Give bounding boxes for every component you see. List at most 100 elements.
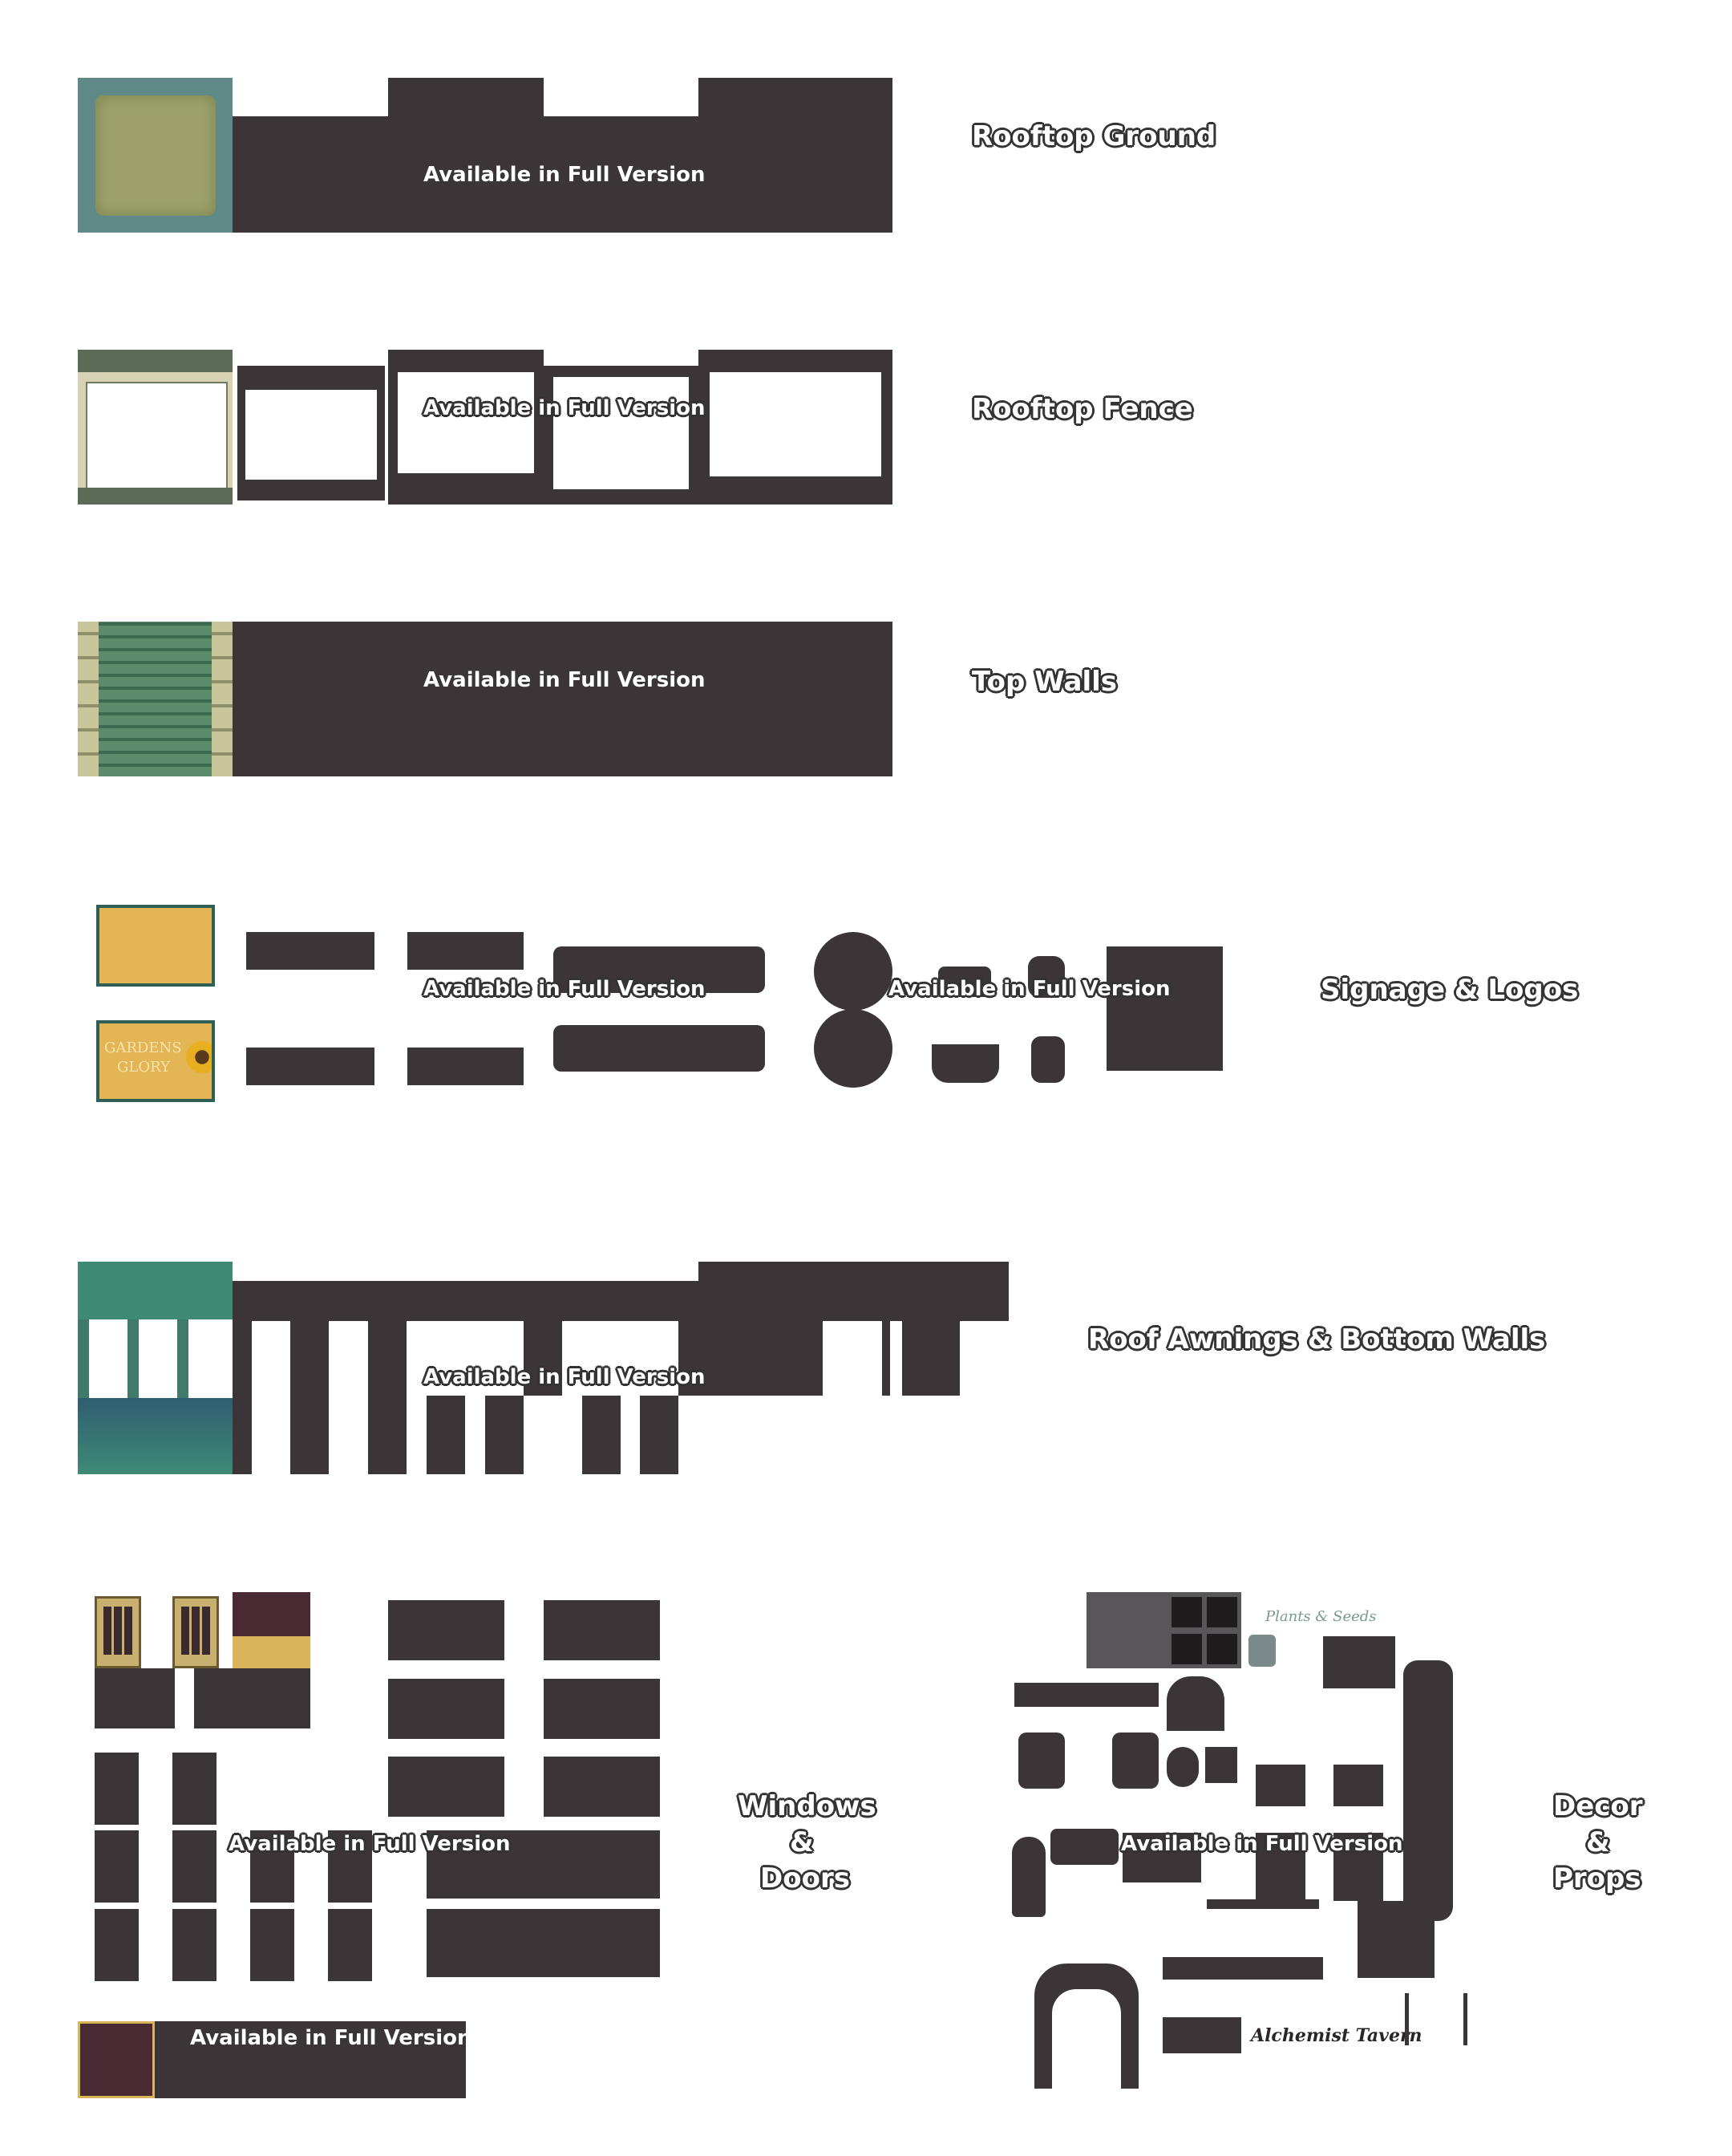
wall-strip-1	[233, 1319, 252, 1474]
wall-strip-5	[485, 1396, 524, 1474]
top-walls-locked	[233, 622, 892, 776]
window-tile-2	[172, 1596, 219, 1668]
window-dark-2	[194, 1668, 310, 1728]
column-2	[172, 1753, 216, 1825]
table-icon	[1123, 1833, 1201, 1882]
hanging-board	[1107, 946, 1223, 1071]
section-label-windows-line2: &	[790, 1826, 814, 1858]
tavern-sign: Alchemist Tavern	[1251, 2025, 1422, 2046]
wall-strip-2	[290, 1319, 329, 1474]
sign-blank	[96, 905, 215, 987]
plants-seeds-sign: Plants & Seeds	[1265, 1608, 1377, 1625]
sign-dark-5	[553, 946, 765, 993]
sign-dark-2	[407, 932, 524, 970]
shelf-bar	[1207, 1899, 1319, 1909]
pole-icon-2	[1463, 1993, 1467, 2045]
watermark-text: Available in Full Version	[1121, 1832, 1403, 1856]
watermark-text: Available in Full Version	[423, 163, 706, 187]
pot-icon	[1167, 1747, 1199, 1787]
column-4	[172, 1830, 216, 1903]
column-3	[95, 1830, 139, 1903]
wall-strip-10	[882, 1319, 890, 1396]
watermark-text: Available in Full Version	[423, 668, 706, 692]
lamp-icon-2	[1112, 1732, 1159, 1789]
window-wide-2	[427, 1909, 660, 1977]
section-label-rooftop-fence: Rooftop Fence	[972, 393, 1193, 425]
window-dark-4	[544, 1600, 660, 1660]
wall-strip-7	[582, 1396, 621, 1474]
window-dark-1	[95, 1668, 175, 1728]
section-label-signage: Signage & Logos	[1321, 974, 1579, 1006]
rooftop-ground-tile	[78, 78, 233, 233]
watermark-text: Available in Full Version	[423, 977, 706, 1001]
rooftop-ground-locked	[233, 116, 892, 233]
column-9	[250, 1909, 294, 1981]
section-label-decor-line1: Decor	[1553, 1790, 1643, 1822]
column-5	[250, 1830, 294, 1903]
column-10	[328, 1909, 372, 1981]
section-label-windows-line1: Windows	[738, 1790, 876, 1822]
lamp-icon-1	[1018, 1732, 1065, 1789]
board-icon-1	[1256, 1833, 1305, 1901]
column-8	[172, 1909, 216, 1981]
plant-pot-icon	[1012, 1837, 1046, 1917]
watermark-text: Available in Full Version	[229, 1832, 511, 1856]
sign-dark-3	[246, 1048, 374, 1085]
plank-icon	[1163, 1957, 1323, 1980]
section-label-decor-line2: &	[1586, 1826, 1610, 1858]
sunflower-icon	[186, 1041, 212, 1073]
shelf-tile	[1087, 1592, 1241, 1668]
window-dark-7	[388, 1757, 504, 1817]
sign-dark-1	[246, 932, 374, 970]
sign-dark-4	[407, 1048, 524, 1085]
tree-shape	[1323, 1636, 1395, 1688]
door-locked	[155, 2021, 466, 2098]
board-icon-2	[1333, 1833, 1383, 1901]
sign-text-line1: GARDENS	[104, 1040, 182, 1056]
watermark-text: Available in Full Version	[888, 977, 1171, 1001]
watermark-text: Available in Full Version	[423, 1365, 706, 1389]
window-dark-8	[544, 1757, 660, 1817]
logo-circle-1	[814, 932, 892, 1011]
wall-strip-8	[640, 1396, 678, 1474]
rooftop-ground-locked-top-1	[388, 78, 544, 126]
box-icon-2	[1333, 1765, 1383, 1806]
watermark-text: Available in Full Version	[190, 2026, 472, 2050]
crate-stack	[1358, 1901, 1435, 1978]
wall-strip-4	[427, 1396, 465, 1474]
column-1	[95, 1753, 139, 1825]
sign-plank	[1163, 2017, 1241, 2053]
mug-icon-2	[1031, 1036, 1065, 1083]
section-label-decor-line3: Props	[1553, 1862, 1641, 1895]
sign-dark-6	[553, 1025, 765, 1072]
window-dark-5	[388, 1679, 504, 1739]
section-label-top-walls: Top Walls	[972, 666, 1117, 698]
pipe-shape	[1403, 1660, 1453, 1921]
wall-strip-9	[678, 1319, 823, 1396]
top-walls-tile	[78, 622, 233, 776]
planter-row	[1014, 1683, 1159, 1707]
sign-gardens-glory: GARDENS GLORY	[96, 1020, 215, 1102]
awning-tile	[78, 1262, 233, 1474]
window-tile-1	[95, 1596, 141, 1668]
crate-icon	[1205, 1747, 1237, 1783]
window-dark-6	[544, 1679, 660, 1739]
wall-strip-11	[902, 1319, 960, 1396]
trash-can-icon	[1248, 1635, 1276, 1667]
section-label-awnings: Roof Awnings & Bottom Walls	[1088, 1323, 1546, 1356]
bench-icon	[1050, 1829, 1119, 1865]
column-6	[328, 1830, 372, 1903]
pole-icon-1	[1405, 1993, 1409, 2045]
shopfront-tile	[233, 1592, 310, 1668]
watermark-text: Available in Full Version	[423, 396, 706, 420]
section-label-windows-line3: Doors	[760, 1862, 850, 1895]
anvil-icon	[938, 967, 991, 997]
anvil-icon-2	[932, 1044, 999, 1083]
mug-icon	[1028, 956, 1065, 998]
awning-locked-top-2	[698, 1262, 1009, 1321]
box-icon-1	[1256, 1765, 1305, 1806]
section-label-rooftop-ground: Rooftop Ground	[972, 120, 1216, 152]
wall-strip-3	[368, 1319, 407, 1474]
door-tile	[78, 2021, 155, 2098]
sign-text-line2: GLORY	[117, 1059, 170, 1076]
